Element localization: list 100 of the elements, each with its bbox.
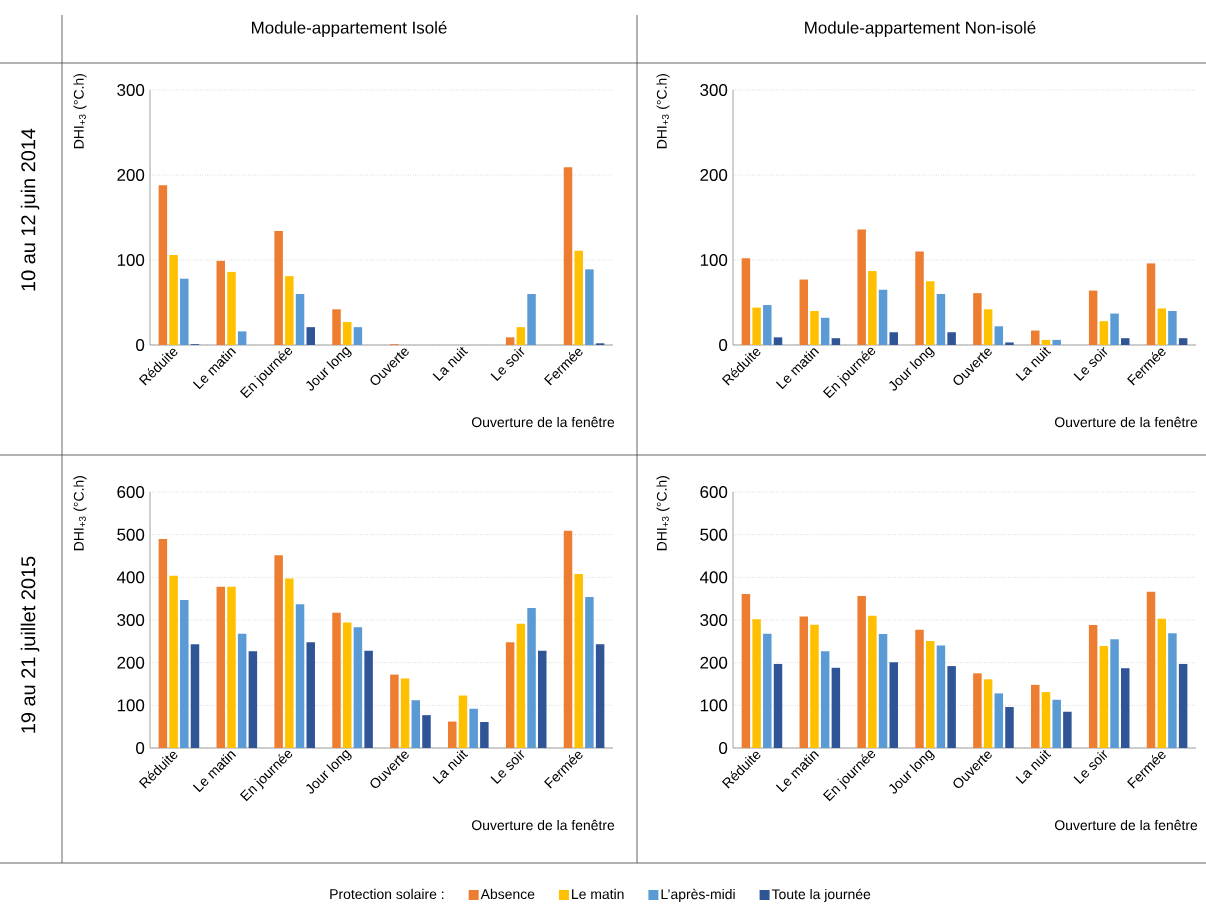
bar [915, 629, 924, 748]
x-tick-label: La nuit [432, 749, 469, 784]
bar [1052, 699, 1061, 748]
x-tick-label: Le soir [1073, 347, 1108, 381]
bar [1121, 668, 1130, 748]
legend-label: L’après-midi [661, 888, 735, 902]
y-axis-title: DHI$_{+3}$ (°C.h) [73, 74, 87, 149]
bar [180, 278, 189, 345]
chart-title: Module-appartement Non-isolé [805, 21, 1036, 38]
x-tick-label: La nuit [432, 346, 469, 381]
bar [227, 586, 236, 748]
bar [1157, 308, 1166, 345]
bar [180, 599, 189, 748]
bar [1099, 646, 1109, 748]
x-axis-title: Ouverture de la fenêtre [471, 819, 615, 831]
bar [983, 679, 993, 748]
bar [889, 332, 898, 345]
y-tick-label: 0 [719, 742, 728, 754]
y-axis-title: DHI$_{+3}$ (°C.h) [73, 476, 87, 551]
y-tick-label: 0 [136, 339, 145, 351]
y-tick-label: 500 [700, 528, 728, 541]
bar [878, 634, 888, 748]
x-tick-label: La nuit [1015, 346, 1052, 381]
bar [516, 327, 526, 345]
bar [480, 721, 489, 748]
bar [1031, 330, 1040, 345]
y-tick-label: 0 [136, 742, 145, 754]
bar [527, 608, 536, 748]
x-axis-title: Ouverture de la fenêtre [1055, 416, 1198, 428]
chart-title: Module-appartement Isolé [252, 21, 447, 38]
bar [248, 651, 258, 748]
bar [295, 294, 305, 345]
bar [505, 642, 515, 748]
bar [773, 663, 783, 748]
x-axis-title: Ouverture de la fenêtre [471, 416, 615, 428]
y-tick-label: 100 [117, 254, 145, 266]
bar [448, 721, 457, 748]
text: 19 au 21 juillet 2015 [20, 556, 40, 733]
bar [158, 185, 168, 345]
bar [1005, 342, 1014, 345]
y-tick-label: 300 [117, 84, 145, 96]
y-tick-label: 400 [699, 571, 728, 584]
bar [390, 674, 399, 748]
bar [585, 269, 594, 345]
bar [285, 276, 294, 345]
bar [505, 337, 515, 345]
bar [216, 586, 226, 748]
bar [810, 624, 819, 748]
y-tick-label: 100 [700, 699, 728, 712]
bar [925, 281, 935, 345]
bar [237, 633, 247, 748]
y-tick-label: 600 [700, 486, 728, 499]
x-tick-label: Le soir [490, 750, 525, 784]
bar [169, 575, 178, 748]
bar [1031, 684, 1040, 748]
bar [857, 229, 866, 345]
bar [574, 573, 583, 748]
bar [936, 293, 946, 345]
bar [1168, 310, 1177, 345]
bar [868, 615, 877, 748]
bar [295, 604, 305, 748]
y-tick-label: 200 [700, 169, 728, 181]
bar [1052, 339, 1061, 345]
bar [973, 293, 982, 345]
bar [537, 650, 547, 748]
x-axis-title: Ouverture de la fenêtre [1055, 819, 1198, 831]
bar [973, 673, 982, 748]
bar [585, 596, 594, 748]
bar [773, 337, 783, 345]
y-axis-title: DHI$_{+3}$ (°C.h) [656, 476, 670, 551]
bar [332, 309, 341, 345]
bar [1110, 313, 1119, 345]
bar [332, 612, 341, 748]
bar [820, 317, 830, 345]
bar [994, 693, 1004, 748]
text: 10 au 12 juin 2014 [20, 128, 40, 291]
bar [274, 555, 283, 748]
bar [1088, 290, 1098, 345]
bar [947, 332, 956, 345]
bar [1146, 263, 1156, 345]
bar [411, 700, 421, 748]
bar [400, 678, 410, 748]
bar [810, 310, 819, 345]
y-tick-label: 200 [117, 169, 145, 181]
bar [868, 271, 877, 345]
bar [925, 640, 935, 748]
bar [353, 327, 363, 345]
y-tick-label: 0 [719, 339, 728, 351]
x-tick-label: Le soir [1073, 750, 1108, 784]
bar [889, 662, 898, 748]
bar [1005, 707, 1014, 748]
bar [469, 708, 478, 748]
bar [741, 593, 751, 748]
bar [216, 260, 226, 345]
bar [1178, 338, 1188, 345]
bar [595, 644, 605, 748]
bar [1157, 618, 1166, 748]
bar [1041, 339, 1051, 345]
y-tick-label: 600 [117, 486, 145, 499]
bar [752, 619, 761, 748]
